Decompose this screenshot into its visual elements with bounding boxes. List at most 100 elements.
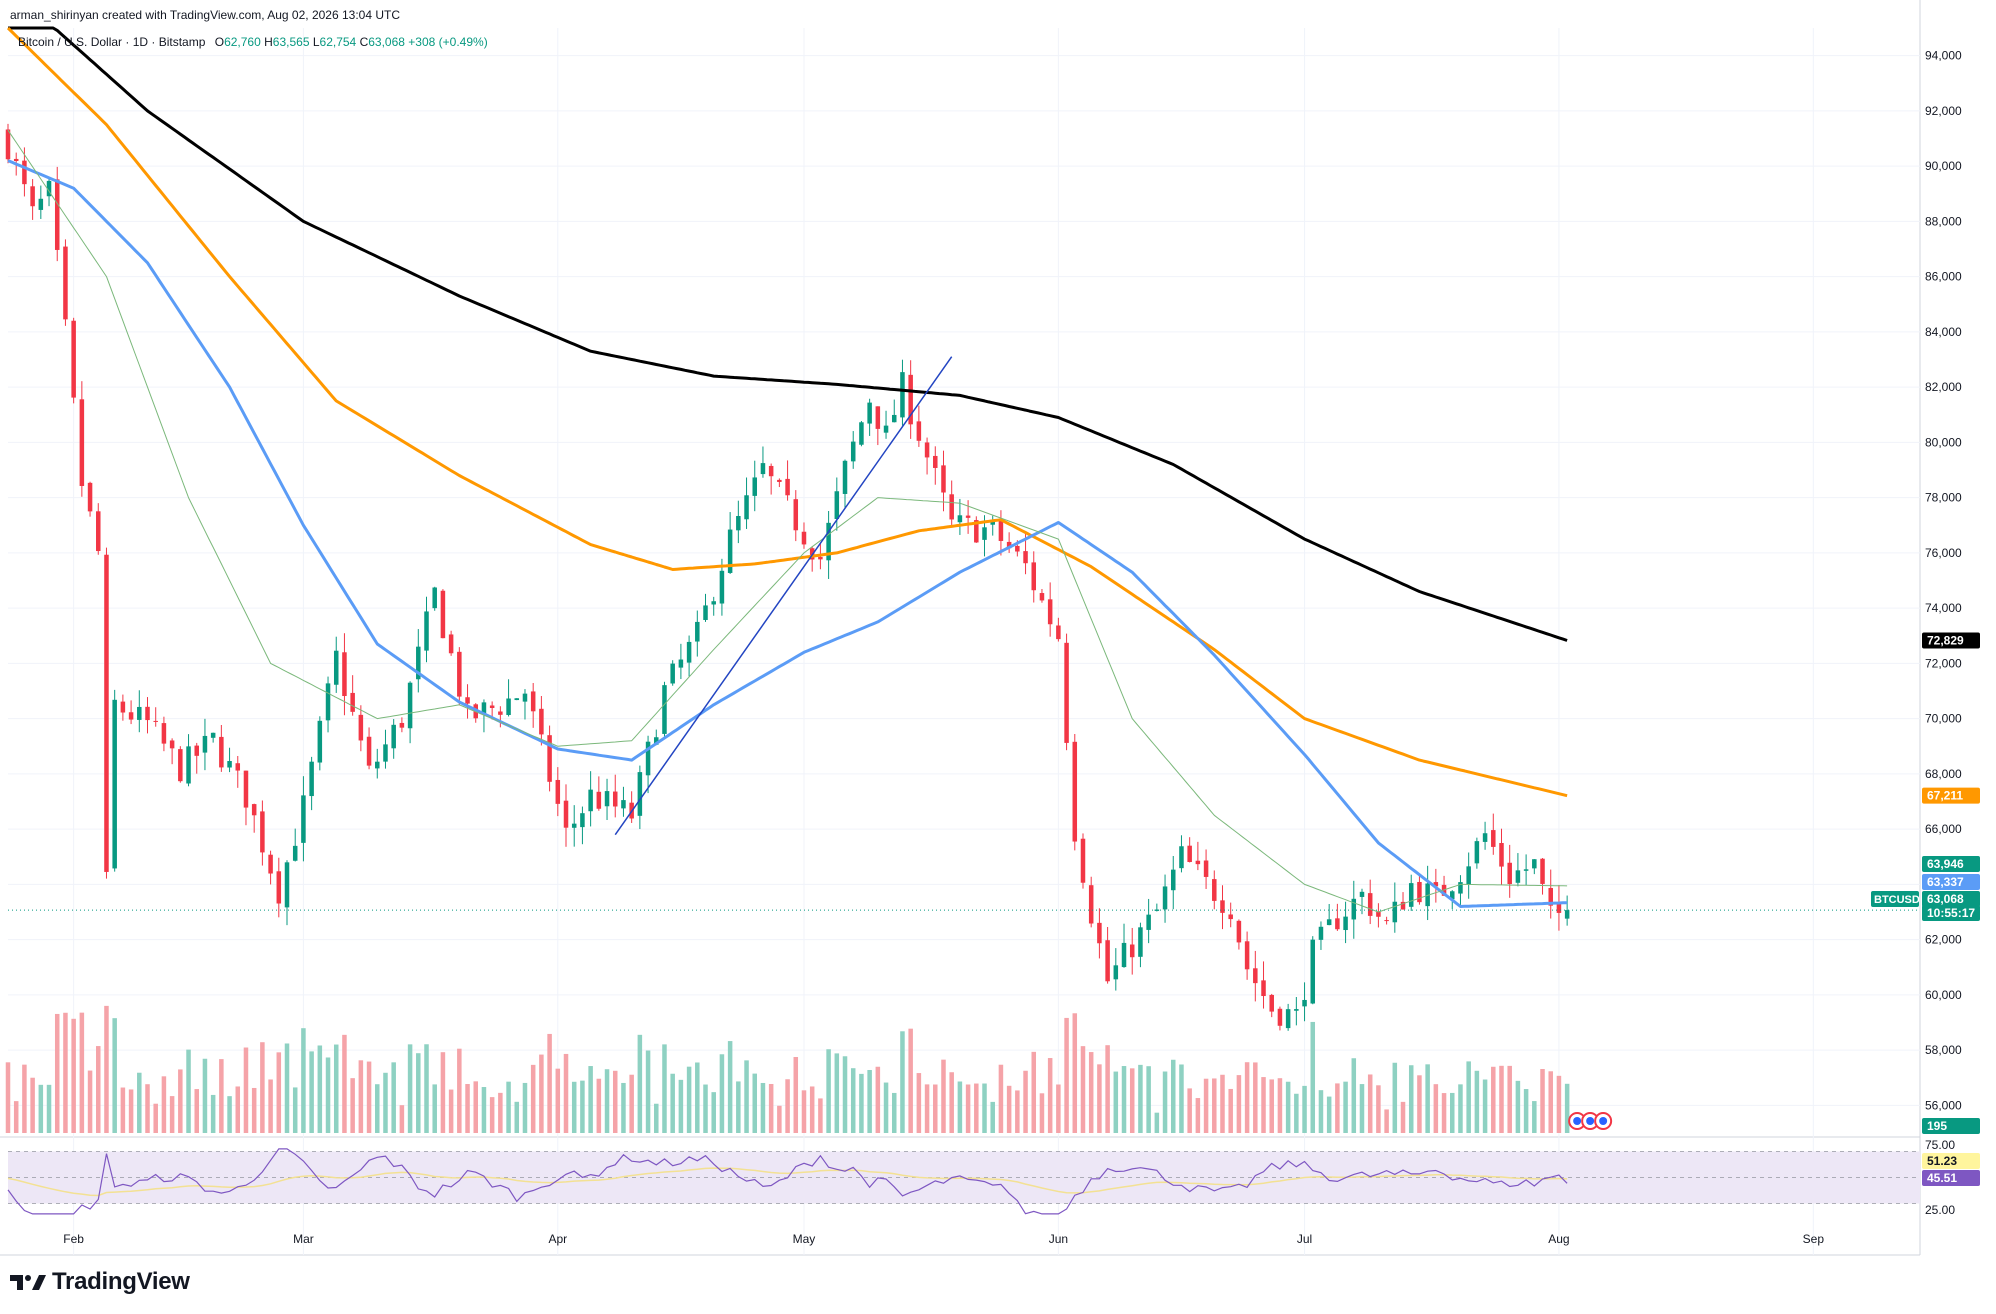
volume-bar (79, 1012, 85, 1133)
candle-body (637, 772, 643, 816)
candle-body (1285, 1009, 1291, 1029)
candle-body (227, 761, 232, 768)
volume-bar (711, 1092, 716, 1133)
volume-bar (1244, 1062, 1250, 1133)
candle-body (1138, 927, 1143, 957)
tradingview-logo[interactable]: TradingView (10, 1268, 190, 1296)
candle-body (5, 129, 11, 160)
candle-body (317, 720, 323, 763)
candle-body (1146, 914, 1151, 930)
candle-body (1236, 920, 1242, 943)
volume-bar (128, 1089, 134, 1133)
rsi-value-badge: 45.51 (1927, 1171, 1957, 1185)
candle-body (432, 587, 437, 609)
volume-bar (957, 1081, 963, 1133)
volume-bar (826, 1049, 831, 1133)
candle-body (949, 494, 954, 520)
volume-bar (1458, 1084, 1463, 1133)
candle-body (612, 791, 618, 807)
rsi-value-badge-bg (1922, 1170, 1980, 1186)
volume-bar (407, 1044, 413, 1133)
candle-body (736, 516, 741, 531)
x-tick-label: May (793, 1232, 816, 1246)
volume-bar (22, 1064, 27, 1133)
volume-bar (333, 1044, 339, 1133)
volume-bar (1277, 1078, 1283, 1133)
volume-bar (1236, 1075, 1242, 1133)
volume-bar (243, 1047, 249, 1133)
price-badge-bg (1922, 874, 1980, 890)
x-tick-label: Mar (293, 1232, 314, 1246)
volume-bar (145, 1084, 150, 1133)
candle-body (818, 556, 823, 560)
volume-bar (1228, 1088, 1233, 1133)
volume-bar (292, 1087, 298, 1133)
candle-body (1507, 862, 1512, 885)
candle-body (924, 442, 930, 458)
volume-bar (284, 1043, 290, 1133)
candle-body (1056, 625, 1061, 640)
candle-body (1170, 869, 1176, 891)
candle-body (137, 706, 142, 720)
volume-bar (46, 1084, 52, 1133)
symbol-legend[interactable]: Bitcoin / U.S. Dollar · 1D · Bitstamp O6… (18, 35, 488, 49)
volume-bar (342, 1034, 347, 1133)
close-value: 63,068 (368, 35, 405, 49)
x-tick-label: Jun (1049, 1232, 1068, 1246)
candle-body (235, 763, 241, 771)
candle-body (210, 732, 216, 738)
y-tick-label: 76,000 (1925, 546, 1962, 560)
price-badge-bg (1922, 787, 1980, 804)
y-tick-label: 68,000 (1925, 767, 1962, 781)
volume-bar (498, 1092, 503, 1133)
volume-bar (949, 1072, 954, 1133)
rsi-line (7, 1148, 1568, 1215)
volume-bar (1212, 1078, 1217, 1133)
volume-bar (891, 1092, 897, 1133)
time-axis[interactable]: Feb Mar Apr May Jun Jul Aug Sep (63, 1232, 1824, 1246)
candle-body (38, 198, 44, 210)
volume-bar (604, 1069, 610, 1133)
volume-bar (1335, 1083, 1340, 1133)
volume-bar (30, 1077, 35, 1133)
candle-body (342, 652, 347, 697)
volume-bar (1417, 1075, 1422, 1133)
volume-bar (982, 1083, 987, 1133)
economic-event-flag-icon (1586, 1117, 1595, 1125)
candle-body (243, 770, 249, 808)
volume-bar (695, 1062, 700, 1133)
candle-body (522, 693, 528, 702)
candle-body (1244, 941, 1250, 970)
volume-bar (768, 1083, 774, 1133)
y-tick-label: 78,000 (1925, 491, 1962, 505)
candle-body (96, 511, 101, 552)
candle-body (194, 745, 199, 756)
volume-bar (1064, 1017, 1069, 1133)
volume-bar (1433, 1084, 1439, 1133)
candle-body (1367, 893, 1373, 916)
volume-bar (850, 1068, 856, 1133)
candle-body (1392, 901, 1398, 923)
price-badge: 72,829 (1927, 633, 1964, 647)
volume-bar (1088, 1052, 1094, 1133)
volume-bar (924, 1084, 930, 1133)
volume-bar (1015, 1090, 1020, 1133)
volume-bar (1507, 1065, 1512, 1133)
price-badge-bg (1922, 856, 1980, 872)
volume-bar (448, 1089, 454, 1133)
volume-bar (908, 1028, 913, 1133)
candle-body (695, 621, 700, 642)
volume-bar (1302, 1085, 1307, 1133)
volume-bar (867, 1070, 872, 1133)
volume-bar (71, 1018, 76, 1133)
countdown-badge-bg (1922, 905, 1980, 921)
x-tick-label: Aug (1548, 1232, 1569, 1246)
volume-bar (161, 1076, 167, 1133)
tradingview-logo-icon (10, 1275, 46, 1290)
candle-body (891, 414, 897, 423)
candle-body (1220, 900, 1225, 913)
candle-body (1417, 881, 1422, 903)
low-value: 62,754 (319, 35, 357, 49)
y-tick-label: 84,000 (1925, 325, 1962, 339)
